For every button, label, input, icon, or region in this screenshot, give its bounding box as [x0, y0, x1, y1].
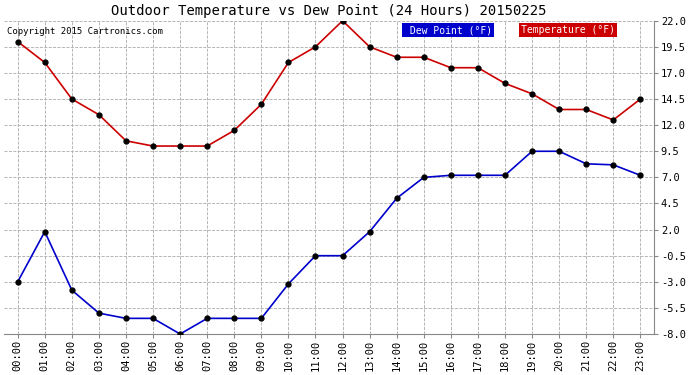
- Text: Temperature (°F): Temperature (°F): [521, 26, 615, 35]
- Text: Copyright 2015 Cartronics.com: Copyright 2015 Cartronics.com: [8, 27, 164, 36]
- Text: Dew Point (°F): Dew Point (°F): [404, 26, 492, 35]
- Title: Outdoor Temperature vs Dew Point (24 Hours) 20150225: Outdoor Temperature vs Dew Point (24 Hou…: [111, 4, 546, 18]
